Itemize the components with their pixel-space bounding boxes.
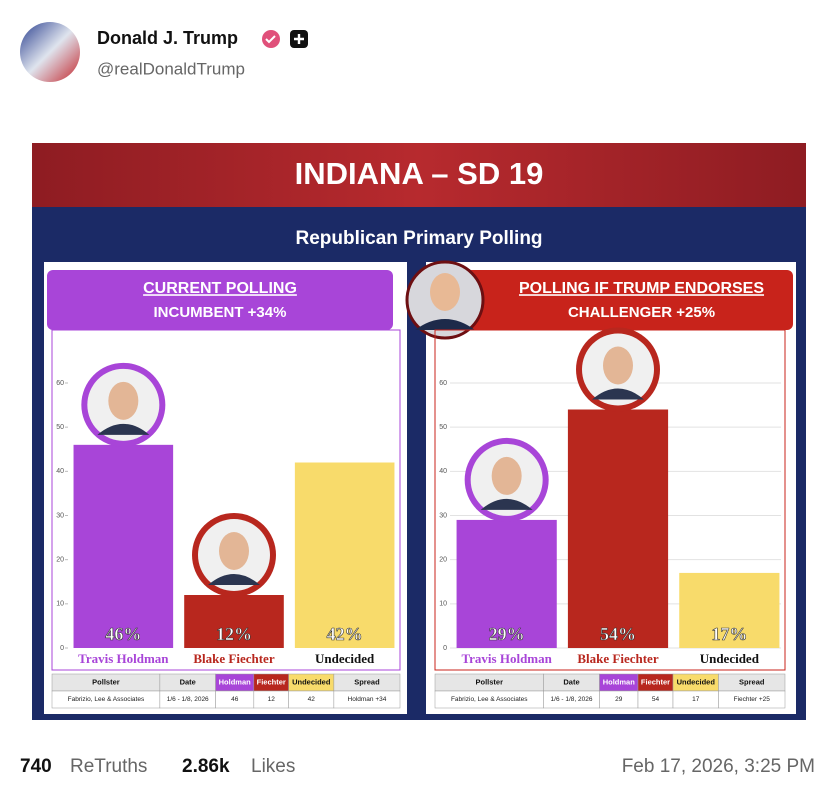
y-tick-label: 20	[439, 557, 447, 564]
y-tick-label: 0	[60, 645, 64, 652]
bar	[294, 462, 395, 648]
verified-check	[265, 35, 276, 44]
y-tick-label: 10	[56, 601, 64, 608]
bar	[567, 409, 669, 648]
category-label: Travis Holdman	[461, 651, 552, 666]
y-tick-label: 50	[56, 424, 64, 431]
chart-title: CURRENT POLLING	[143, 280, 297, 297]
endorser-face	[430, 273, 460, 311]
likes-label[interactable]: Likes	[251, 756, 295, 777]
y-tick-label: 10	[439, 601, 447, 608]
y-tick-label: 30	[439, 512, 447, 519]
candidate-suit	[592, 388, 644, 400]
table-cell-text: 12	[268, 696, 276, 703]
table-cell	[718, 690, 786, 709]
bar	[679, 572, 780, 648]
chart-header	[47, 270, 393, 330]
y-tick-label: 40	[56, 468, 64, 475]
endorser-suit	[415, 319, 475, 330]
bar	[73, 444, 174, 648]
table-header-text: Fiechter	[257, 677, 286, 686]
value-label: 17%	[711, 624, 747, 644]
y-tick-label: 40	[439, 468, 447, 475]
chart-header	[430, 270, 793, 330]
bar	[184, 595, 284, 648]
category-label: Travis Holdman	[78, 651, 169, 666]
value-label: 42%	[327, 624, 363, 644]
candidate-face	[491, 456, 522, 495]
plot-frame	[51, 329, 401, 671]
table-header-text: Fiechter	[641, 677, 670, 686]
table-cell-text: Fabrizio, Lee & Associates	[451, 696, 528, 703]
retruths-label[interactable]: ReTruths	[70, 756, 147, 777]
table-header-text: Undecided	[292, 677, 331, 686]
value-label: 29%	[489, 624, 525, 644]
candidate-suit	[97, 423, 150, 435]
chart-title: POLLING IF TRUMP ENDORSES	[519, 280, 764, 297]
y-tick-label: 20	[56, 557, 64, 564]
table-cell-text: Holdman +34	[348, 696, 387, 703]
table-header-text: Date	[563, 677, 579, 686]
y-tick-label: 60	[56, 380, 64, 387]
table-cell	[333, 690, 401, 709]
bar	[456, 519, 557, 648]
candidate-face	[108, 381, 139, 420]
retruths-count[interactable]: 740	[20, 756, 52, 777]
category-label: Undecided	[700, 651, 760, 666]
table-header-text: Spread	[354, 677, 380, 686]
category-label: Blake Fiechter	[193, 651, 274, 666]
graphic-subtitle: Republican Primary Polling	[295, 228, 542, 249]
table-cell-text: 1/6 - 1/8, 2026	[551, 696, 593, 703]
table-cell-text: 54	[652, 696, 660, 703]
table-cell-text: 29	[615, 696, 623, 703]
table-header-text: Pollster	[475, 677, 503, 686]
plus-icon	[294, 34, 304, 44]
table-cell-text: 1/6 - 1/8, 2026	[167, 696, 209, 703]
likes-count[interactable]: 2.86k	[182, 756, 230, 777]
candidate-suit	[208, 574, 260, 585]
table-cell-text: Fiechter +25	[734, 696, 771, 703]
candidate-face	[219, 532, 249, 570]
category-label: Blake Fiechter	[577, 651, 658, 666]
y-tick-label: 0	[443, 645, 447, 652]
candidate-suit	[480, 498, 533, 510]
table-header-text: Date	[180, 677, 196, 686]
chart-subtitle: INCUMBENT +34%	[154, 304, 287, 321]
author-name[interactable]: Donald J. Trump	[97, 28, 238, 48]
graphic-banner	[32, 143, 806, 207]
table-cell-text: 17	[692, 696, 700, 703]
y-tick-label: 60	[439, 380, 447, 387]
candidate-face	[603, 346, 633, 385]
table-header-text: Pollster	[92, 677, 120, 686]
table-cell-text: 42	[308, 696, 316, 703]
value-label: 12%	[216, 624, 252, 644]
author-handle[interactable]: @realDonaldTrump	[97, 59, 245, 78]
avatar[interactable]	[20, 22, 80, 82]
y-tick-label: 30	[56, 512, 64, 519]
table-header-text: Holdman	[219, 677, 252, 686]
category-label: Undecided	[315, 651, 375, 666]
graphic-title: INDIANA – SD 19	[295, 156, 544, 191]
y-tick-label: 50	[439, 424, 447, 431]
value-label: 54%	[600, 624, 636, 644]
chart-subtitle: CHALLENGER +25%	[568, 304, 715, 321]
table-cell-text: Fabrizio, Lee & Associates	[68, 696, 145, 703]
table-header-text: Spread	[739, 677, 765, 686]
timestamp: Feb 17, 2026, 3:25 PM	[622, 756, 815, 777]
table-header-text: Undecided	[677, 677, 716, 686]
value-label: 46%	[105, 624, 141, 644]
table-cell-text: 46	[231, 696, 239, 703]
table-header-text: Holdman	[603, 677, 636, 686]
